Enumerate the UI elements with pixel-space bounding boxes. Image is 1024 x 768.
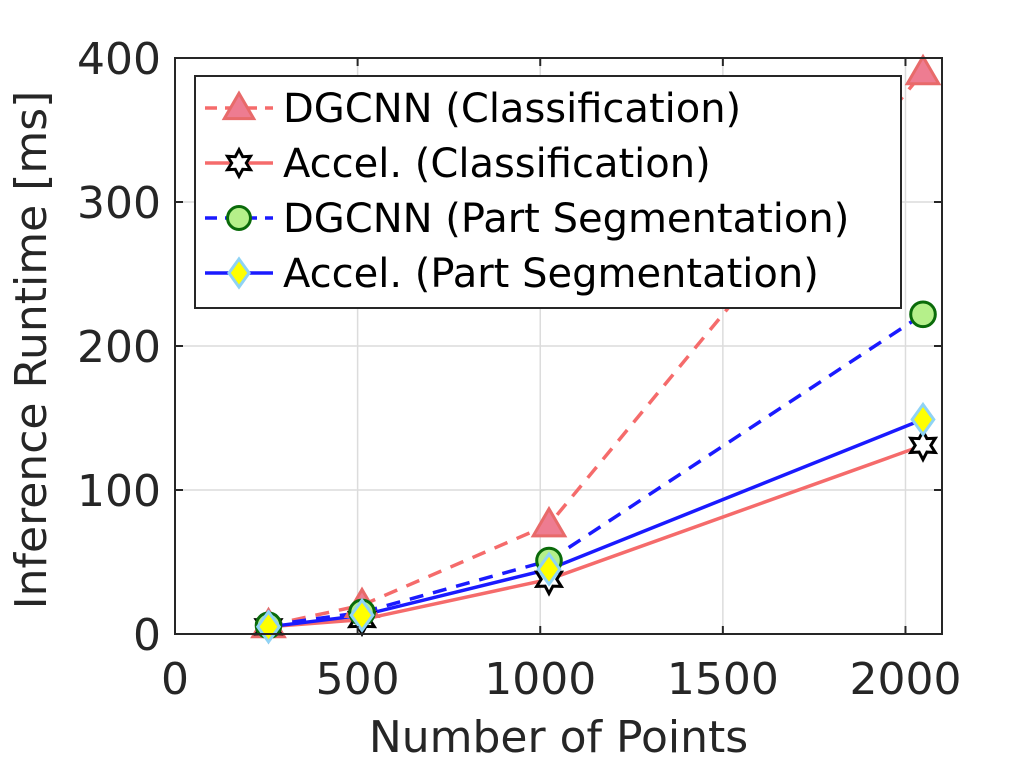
legend-label-4: Accel. (Part Segmentation) <box>283 251 819 297</box>
data-point-series-4 <box>910 401 936 438</box>
legend-marker-2 <box>224 146 254 180</box>
x-tick-label: 2000 <box>849 654 961 705</box>
x-tick-label: 0 <box>161 654 189 705</box>
marker-layer <box>250 53 942 645</box>
legend: DGCNN (Classification) Accel. (Classifica… <box>194 75 902 309</box>
x-tick-label: 1000 <box>484 654 596 705</box>
series-line-4 <box>268 417 924 629</box>
series-line-3 <box>268 312 924 628</box>
legend-marker-3 <box>226 205 252 231</box>
data-point-series-4 <box>349 597 375 633</box>
legend-marker-4 <box>227 256 251 290</box>
data-point-series-4 <box>536 551 562 587</box>
series-layer <box>268 71 925 629</box>
y-axis-title: Inference Runtime [ms] <box>6 91 57 610</box>
data-point-series-3 <box>909 300 937 329</box>
series-line-1 <box>268 71 925 628</box>
legend-label-1: DGCNN (Classification) <box>283 86 741 132</box>
x-tick-label: 1500 <box>667 654 779 705</box>
data-point-series-1 <box>530 505 568 538</box>
y-tick-label: 0 <box>133 610 161 661</box>
x-axis-title: Number of Points <box>369 712 748 763</box>
y-tick-label: 200 <box>77 322 161 373</box>
series-line-2 <box>268 443 924 629</box>
y-tick-label: 100 <box>77 466 161 517</box>
legend-label-3: DGCNN (Part Segmentation) <box>283 196 849 242</box>
legend-label-2: Accel. (Classification) <box>283 141 711 187</box>
x-tick-label: 500 <box>316 654 400 705</box>
y-tick-label: 300 <box>77 178 161 229</box>
data-point-series-1 <box>904 53 942 86</box>
tick-labels: 0 500 1000 1500 2000 0 100 200 300 400 <box>77 34 961 705</box>
legend-marker-1 <box>221 90 257 121</box>
data-point-series-2 <box>907 427 939 463</box>
y-tick-label: 400 <box>77 34 161 85</box>
legend-box <box>194 75 902 309</box>
